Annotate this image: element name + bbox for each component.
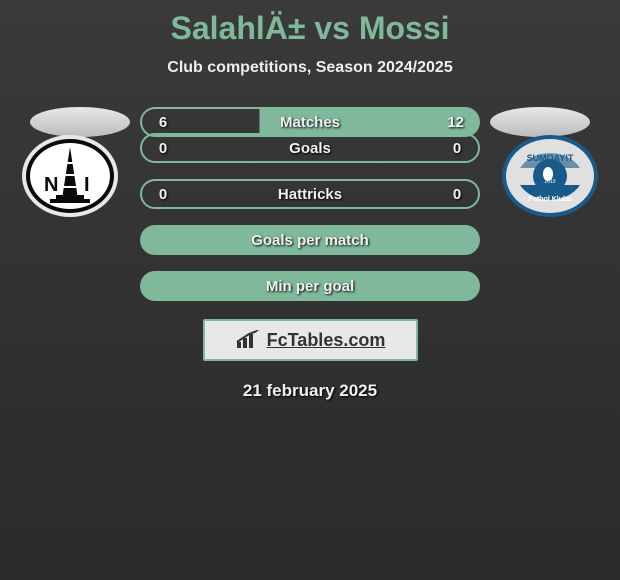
stat-goals-per-match: Goals per match (140, 225, 480, 255)
svg-text:Futbol Klubu: Futbol Klubu (528, 196, 571, 203)
stat-goals-label: Goals (289, 140, 331, 157)
stat-goals-left: 0 (156, 140, 170, 157)
fctables-link[interactable]: FcTables.com (203, 319, 418, 361)
stat-hattricks-right: 0 (450, 186, 464, 203)
fctables-brand-text: FcTables.com (267, 330, 386, 351)
page-title: SalahlÄ± vs Mossi (171, 10, 450, 47)
fctables-chart-icon (235, 330, 261, 350)
stat-hattricks-left: 0 (156, 186, 170, 203)
club-logo-right-icon: SUMQAYIT 2010 Futbol Klubu (500, 133, 600, 219)
club-logo-left-icon: N I (20, 133, 120, 219)
stats-column: 0 Goals 0 0 Hattricks 0 Goals per match … (140, 133, 480, 301)
stat-goals-right: 0 (450, 140, 464, 157)
stat-goals: 0 Goals 0 (140, 133, 480, 163)
comparison-widget: SalahlÄ± vs Mossi Club competitions, Sea… (0, 0, 620, 401)
stat-min-per-goal: Min per goal (140, 271, 480, 301)
date-text: 21 february 2025 (243, 381, 377, 401)
stat-hattricks: 0 Hattricks 0 (140, 179, 480, 209)
subtitle: Club competitions, Season 2024/2025 (167, 59, 452, 77)
svg-text:2010: 2010 (544, 179, 555, 185)
club-logo-left-holder: N I (20, 133, 120, 219)
stat-matches-right: 12 (447, 114, 464, 131)
svg-text:N: N (44, 174, 58, 196)
stat-matches-label: Matches (280, 114, 340, 131)
club-logo-right-holder: SUMQAYIT 2010 Futbol Klubu (500, 133, 600, 219)
logos-and-stats-row: N I 0 Goals 0 0 Hattricks 0 Goals per ma… (0, 133, 620, 301)
stat-gpm-label: Goals per match (251, 232, 369, 249)
stat-mpg-label: Min per goal (266, 278, 354, 295)
stat-hattricks-label: Hattricks (278, 186, 342, 203)
stat-matches-left: 6 (156, 114, 170, 131)
svg-text:I: I (84, 174, 90, 196)
